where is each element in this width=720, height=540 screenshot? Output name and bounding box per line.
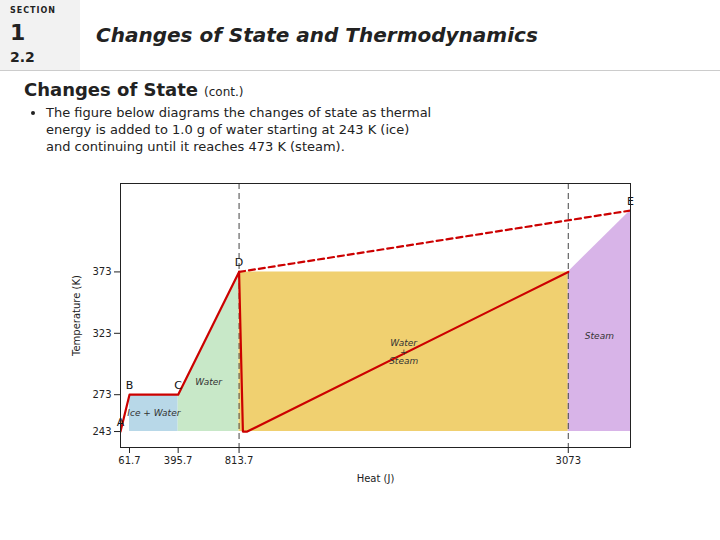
svg-text:3073: 3073 bbox=[556, 455, 581, 466]
svg-text:Temperature (K): Temperature (K) bbox=[71, 275, 82, 357]
html-text:and continuing until it reache: and continuing until it reaches 473 K (s… bbox=[46, 139, 345, 154]
svg-text:A: A bbox=[116, 416, 125, 430]
svg-text:243: 243 bbox=[92, 426, 111, 437]
svg-text:C: C bbox=[174, 379, 182, 392]
html-text:energy is added to 1.0 g of wa: energy is added to 1.0 g of water starti… bbox=[46, 122, 410, 137]
svg-text:323: 323 bbox=[92, 328, 111, 339]
html-text:SECTION: SECTION bbox=[10, 6, 56, 15]
html-text:The figure below diagrams the: The figure below diagrams the changes of… bbox=[46, 105, 432, 120]
html-text:2.2: 2.2 bbox=[10, 49, 35, 65]
svg-text:373: 373 bbox=[92, 266, 111, 277]
html-text:1: 1 bbox=[10, 19, 26, 45]
svg-text:D: D bbox=[235, 256, 243, 269]
svg-text:B: B bbox=[126, 379, 134, 392]
html-text:Changes of State and Thermodyn: Changes of State and Thermodynamics bbox=[96, 23, 538, 47]
svg-text:395.7: 395.7 bbox=[164, 455, 193, 466]
svg-text:Water: Water bbox=[195, 377, 223, 387]
svg-text:273: 273 bbox=[92, 389, 111, 400]
svg-text:Heat (J): Heat (J) bbox=[357, 473, 395, 484]
svg-text:Water+Steam: Water+Steam bbox=[389, 338, 418, 366]
html-text:Changes of State (cont.): Changes of State (cont.) bbox=[24, 79, 244, 100]
svg-text:Steam: Steam bbox=[585, 331, 614, 341]
svg-text:E: E bbox=[627, 195, 634, 208]
svg-text:813.7: 813.7 bbox=[225, 455, 254, 466]
svg-text:61.7: 61.7 bbox=[118, 455, 140, 466]
svg-text:Ice + Water: Ice + Water bbox=[127, 408, 181, 418]
